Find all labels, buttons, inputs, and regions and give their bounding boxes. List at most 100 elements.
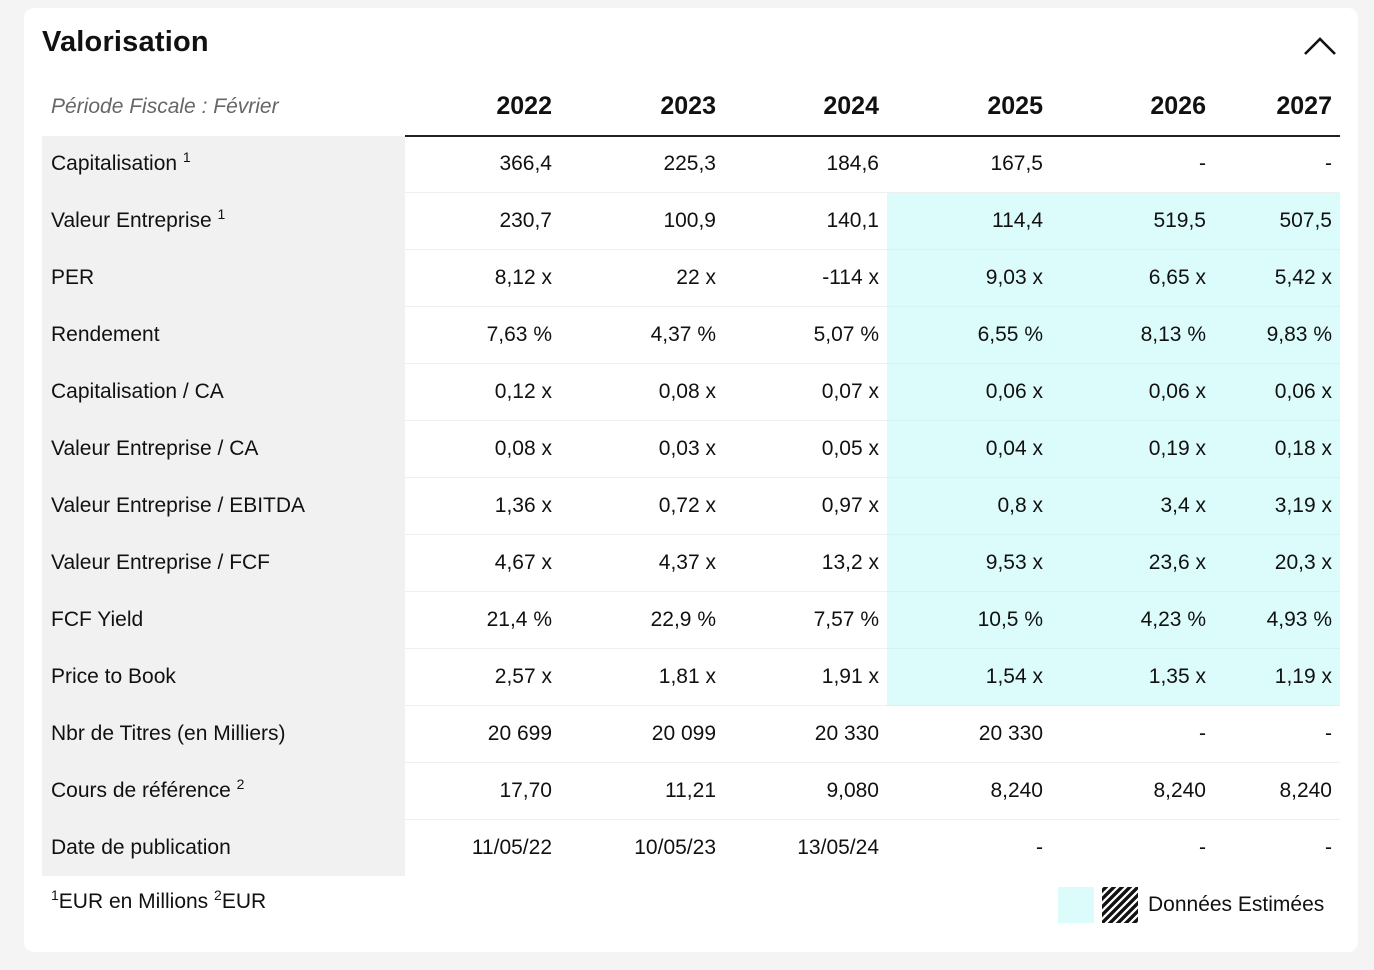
estimated-value-cell: 4,93 % [1214,591,1340,649]
value-cell: 20 330 [887,705,1051,763]
table-row: Date de publication 11/05/22 10/05/23 13/05… [42,819,1340,876]
year-header: 2025 [887,78,1051,137]
value-cell: 0,12 x [405,363,560,421]
value-cell: 8,240 [1214,762,1340,820]
row-label: Rendement [42,306,405,363]
table-row: FCF Yield 21,4 % 22,9 % 7,57 % 10,5 % 4,23 % 4… [42,591,1340,649]
footnote-marker: 2 [236,775,245,792]
value-cell: 140,1 [724,192,887,250]
value-cell: 4,37 % [560,306,724,364]
value-cell: 0,08 x [405,420,560,478]
value-cell: 11,21 [560,762,724,820]
estimated-value-cell: 114,4 [887,192,1051,250]
value-cell: 0,05 x [724,420,887,478]
value-cell: 0,97 x [724,477,887,535]
valuation-card: Valorisation Période Fiscale : Février 2… [24,8,1358,952]
value-cell: 8,12 x [405,249,560,307]
legend-label: Données Estimées [1148,893,1325,916]
estimated-value-cell: 0,19 x [1051,420,1214,478]
estimated-value-cell: 1,54 x [887,648,1051,706]
year-header: 2023 [560,78,724,137]
value-cell: 0,72 x [560,477,724,535]
table-row: Cours de référence 2 17,70 11,21 9,080 8,240… [42,762,1340,820]
row-label-text: PER [51,265,95,289]
value-cell: 20 099 [560,705,724,763]
estimated-value-cell: 9,53 x [887,534,1051,592]
row-label: Valeur Entreprise / EBITDA [42,477,405,534]
estimated-value-cell: 0,06 x [1214,363,1340,421]
value-cell: 1,91 x [724,648,887,706]
row-label-text: Cours de référence [51,778,231,802]
table-row: Valeur Entreprise / EBITDA 1,36 x 0,72 x 0,… [42,477,1340,535]
estimated-value-cell: 20,3 x [1214,534,1340,592]
footnote-marker: 1 [217,205,226,222]
value-cell: 0,07 x [724,363,887,421]
estimated-value-cell: 8,13 % [1051,306,1214,364]
year-header: 2027 [1214,78,1340,137]
value-cell: 20 699 [405,705,560,763]
value-cell: - [1214,705,1340,763]
footnote-marker: 1 [182,149,191,165]
row-label: Valeur Entreprise 1 [42,192,405,249]
units-footnote: 1EUR en Millions 2EUR [51,888,266,914]
estimated-value-cell: 519,5 [1051,192,1214,250]
year-header: 2026 [1051,78,1214,137]
collapse-button[interactable] [1300,26,1340,66]
value-cell: 4,67 x [405,534,560,592]
year-header: 2024 [724,78,887,137]
value-cell: 13/05/24 [797,835,879,859]
row-label-text: FCF Yield [51,607,144,631]
estimated-value-cell: 9,83 % [1214,306,1340,364]
fiscal-period-label: Période Fiscale : Février [51,95,279,118]
year-header: 2022 [405,78,560,137]
estimated-value-cell: 3,19 x [1214,477,1340,535]
table-row: PER 8,12 x 22 x -114 x 9,03 x 6,65 x 5,42 x [42,249,1340,307]
estimated-value-cell: 1,19 x [1214,648,1340,706]
row-label: Capitalisation / CA [42,363,405,420]
value-cell: 21,4 % [405,591,560,649]
estimated-value-cell: 507,5 [1214,192,1340,250]
value-cell: 184,6 [724,136,887,193]
hatched-pattern-icon [1102,887,1138,923]
value-cell: 7,63 % [405,306,560,364]
estimated-value-cell: 5,42 x [1214,249,1340,307]
value-cell: 366,4 [405,136,560,193]
chevron-up-icon [1304,37,1336,55]
estimated-value-cell: 6,55 % [887,306,1051,364]
value-cell: 17,70 [405,762,560,820]
row-label-text: Rendement [51,322,160,346]
row-label-text: Capitalisation [51,152,178,175]
value-cell: 230,7 [405,192,560,250]
footnote-text: EUR en Millions [58,890,209,913]
row-label: Valeur Entreprise / FCF [42,534,405,591]
row-label-text: Price to Book [51,664,176,688]
table-row: Capitalisation / CA 0,12 x 0,08 x 0,07 x 0,0… [42,363,1340,421]
value-cell: - [1036,835,1043,859]
table-row: Valeur Entreprise / CA 0,08 x 0,03 x 0,05 x… [42,420,1340,478]
section-title: Valorisation [42,26,209,58]
value-cell: 100,9 [560,192,724,250]
value-cell: 5,07 % [724,306,887,364]
value-cell: 0,03 x [560,420,724,478]
row-label-text: Valeur Entreprise / EBITDA [51,493,306,517]
row-label: Date de publication [42,819,405,876]
table-row: Valeur Entreprise 1 230,7 100,9 140,1 114,4 5… [42,192,1340,250]
row-label-text: Valeur Entreprise [51,208,212,232]
row-label-text: Date de publication [51,835,231,859]
row-label: PER [42,249,405,306]
value-cell: 8,240 [887,762,1051,820]
row-label: Valeur Entreprise / CA [42,420,405,477]
estimated-value-cell: 0,18 x [1214,420,1340,478]
value-cell: 4,37 x [560,534,724,592]
table-header-row: Période Fiscale : Février 2022 2023 2024… [42,78,1340,137]
table-row: Capitalisation 1 366,4 225,3 184,6 167,5- - [42,136,1340,193]
value-cell: 10/05/23 [634,835,716,859]
estimated-value-cell: 23,6 x [1051,534,1214,592]
value-cell: - [1051,705,1214,763]
value-cell: - [1325,835,1332,859]
value-cell: - [1214,136,1340,193]
estimated-color-swatch [1058,887,1094,923]
row-label: Price to Book [42,648,405,705]
estimated-value-cell: 10,5 % [887,591,1051,649]
value-cell: 167,5 [887,136,1051,193]
